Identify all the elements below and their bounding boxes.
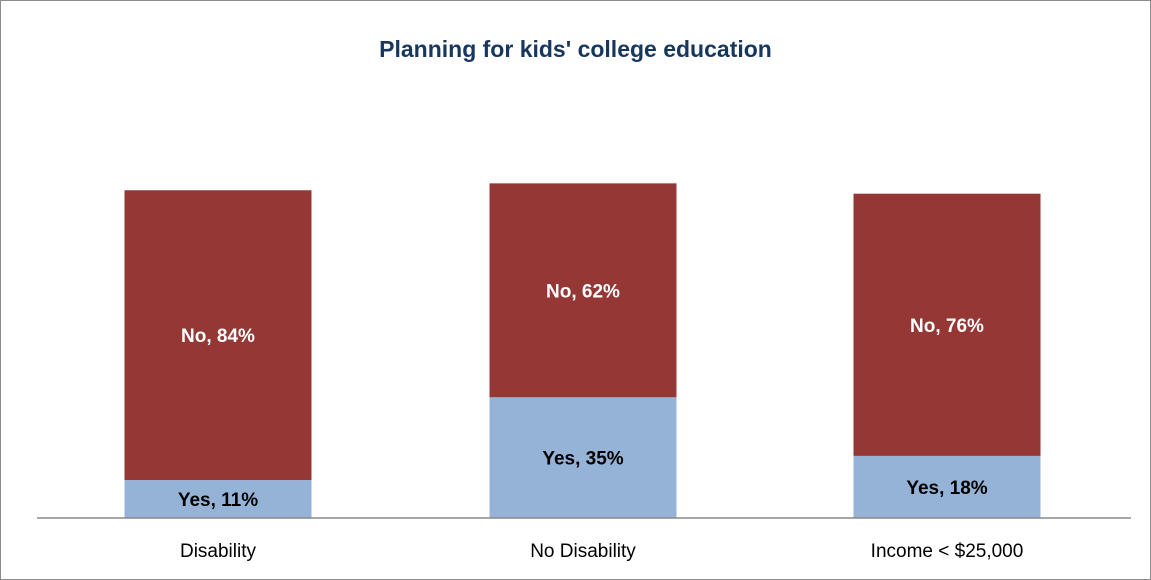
data-label-no-disability: No, 84% <box>181 326 255 347</box>
category-label-income-25-000: Income < $25,000 <box>871 541 1024 562</box>
bar-yes-income-25-000 <box>853 455 1041 518</box>
category-label-disability: Disability <box>180 541 257 562</box>
bar-yes-disability <box>124 480 312 518</box>
category-label-no-disability: No Disability <box>530 541 636 562</box>
data-label-no-no-disability: No, 62% <box>546 281 620 302</box>
bar-yes-no-disability <box>489 397 677 518</box>
data-label-yes-no-disability: Yes, 35% <box>542 449 623 470</box>
data-label-no-income-25-000: No, 76% <box>910 316 984 337</box>
bar-no-no-disability <box>489 183 677 398</box>
bar-no-income-25-000 <box>853 193 1041 456</box>
chart-title: Planning for kids' college education <box>379 36 772 62</box>
category-labels: Disability No Disability Income < $25,000 <box>180 541 1023 562</box>
data-label-yes-disability: Yes, 11% <box>178 490 258 511</box>
bars-group: Yes, 11% No, 84% Yes, 35% No, 62% Yes, 18% No… <box>124 183 1041 518</box>
data-label-yes-income-25-000: Yes, 18% <box>906 478 987 499</box>
bar-no-disability <box>124 190 312 481</box>
